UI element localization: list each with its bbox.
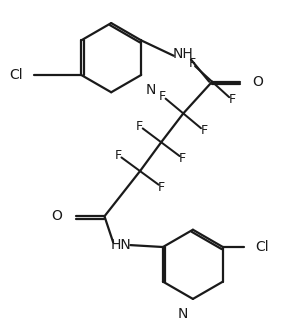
Text: F: F [228, 93, 235, 106]
Text: HN: HN [111, 238, 131, 252]
Text: O: O [252, 75, 263, 89]
Text: F: F [115, 149, 122, 162]
Text: F: F [159, 90, 166, 103]
Text: NH: NH [173, 47, 194, 61]
Text: F: F [189, 57, 196, 70]
Text: F: F [201, 124, 208, 137]
Text: F: F [179, 152, 186, 165]
Text: O: O [51, 209, 62, 223]
Text: Cl: Cl [255, 240, 269, 254]
Text: F: F [136, 120, 143, 133]
Text: F: F [158, 180, 165, 194]
Text: N: N [146, 83, 156, 97]
Text: Cl: Cl [9, 68, 23, 82]
Text: N: N [178, 307, 188, 321]
